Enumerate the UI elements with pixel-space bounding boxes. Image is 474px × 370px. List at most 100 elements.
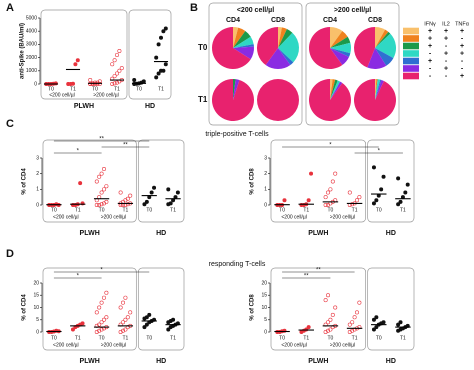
data-point bbox=[163, 62, 168, 67]
legend-sign: - bbox=[445, 58, 448, 65]
column-label: CD8 bbox=[368, 17, 382, 24]
column-label: CD8 bbox=[271, 17, 285, 24]
data-point bbox=[132, 78, 137, 83]
group-frame bbox=[367, 139, 415, 223]
group-label: HD bbox=[145, 103, 155, 110]
legend-sign: - bbox=[429, 73, 432, 80]
data-point bbox=[371, 327, 376, 332]
x-tick-label: T1 bbox=[170, 207, 176, 213]
x-tick-label: T1 bbox=[303, 207, 309, 213]
data-point bbox=[398, 199, 403, 204]
y-axis-label: % of CD4 bbox=[22, 294, 28, 321]
legend-sign: + bbox=[460, 73, 464, 80]
subgroup-label: >200 cell/µl bbox=[101, 214, 127, 220]
data-point bbox=[323, 329, 328, 334]
data-point bbox=[175, 190, 180, 195]
y-tick-label: 1 bbox=[36, 187, 39, 193]
row-label: T0 bbox=[198, 43, 208, 52]
data-point bbox=[142, 202, 147, 207]
y-tick-label: 3000 bbox=[26, 42, 37, 48]
y-tick-label: 0 bbox=[264, 202, 267, 208]
data-point bbox=[350, 320, 355, 325]
group-label: HD bbox=[156, 358, 166, 365]
data-point bbox=[123, 317, 128, 322]
legend-swatch bbox=[403, 50, 419, 57]
x-tick-label: T1 bbox=[400, 335, 406, 341]
data-point bbox=[104, 184, 109, 189]
subgroup-label: <200 cell/µl bbox=[49, 92, 75, 98]
data-point bbox=[350, 202, 355, 207]
group-label: PLWH bbox=[80, 230, 100, 237]
data-point bbox=[347, 322, 352, 327]
x-tick-label: T1 bbox=[70, 86, 76, 92]
group-label: PLWH bbox=[308, 230, 328, 237]
x-tick-label: T0 bbox=[376, 335, 382, 341]
data-point bbox=[71, 81, 76, 86]
x-tick-label: T0 bbox=[146, 335, 152, 341]
legend-sign: + bbox=[444, 28, 448, 35]
pie-slice bbox=[375, 79, 377, 100]
data-point bbox=[371, 165, 376, 170]
pie-slice bbox=[330, 79, 336, 100]
significance-label: * bbox=[77, 149, 80, 155]
pie-slice bbox=[375, 27, 386, 48]
data-point bbox=[121, 300, 126, 305]
data-point bbox=[330, 312, 335, 317]
x-tick-label: T1 bbox=[400, 207, 406, 213]
data-point bbox=[80, 321, 85, 326]
column-label: CD4 bbox=[226, 17, 240, 24]
y-axis-label: % of CD8 bbox=[250, 168, 256, 195]
group-label: PLWH bbox=[308, 358, 328, 365]
data-point bbox=[161, 29, 166, 34]
subgroup-label: <200 cell/µl bbox=[53, 214, 79, 220]
data-point bbox=[121, 320, 126, 325]
data-point bbox=[99, 171, 104, 176]
pie-slice bbox=[211, 27, 251, 69]
data-point bbox=[94, 203, 99, 208]
data-point bbox=[147, 312, 152, 317]
data-point bbox=[323, 195, 328, 200]
data-point bbox=[347, 190, 352, 195]
data-point bbox=[405, 182, 410, 187]
data-point bbox=[128, 310, 133, 315]
section-title: triple-positive T-cells bbox=[205, 131, 269, 138]
group-label: HD bbox=[386, 358, 396, 365]
significance-label: ** bbox=[123, 143, 128, 149]
data-point bbox=[73, 62, 78, 67]
data-point bbox=[144, 315, 149, 320]
y-tick-label: 1000 bbox=[26, 68, 37, 74]
data-point bbox=[306, 198, 311, 203]
x-tick-label: T0 bbox=[99, 335, 105, 341]
pie-slice bbox=[257, 27, 278, 65]
y-tick-label: 5 bbox=[36, 317, 39, 323]
data-point bbox=[306, 325, 311, 330]
pie-slice bbox=[353, 27, 375, 68]
data-point bbox=[309, 171, 314, 176]
significance-label: * bbox=[378, 149, 381, 155]
legend-sign: - bbox=[445, 43, 448, 50]
group-frame bbox=[270, 139, 367, 223]
data-point bbox=[374, 198, 379, 203]
data-point bbox=[396, 176, 401, 181]
legend-sign: + bbox=[460, 50, 464, 57]
legend-sign: + bbox=[460, 28, 464, 35]
significance-label: ** bbox=[304, 274, 309, 280]
pie-slice bbox=[233, 36, 254, 48]
pie-slice bbox=[375, 48, 394, 66]
x-tick-label: T0 bbox=[279, 335, 285, 341]
data-point bbox=[101, 187, 106, 192]
data-point bbox=[168, 201, 173, 206]
legend-sign: + bbox=[444, 50, 448, 57]
x-tick-label: T1 bbox=[122, 207, 128, 213]
column-group-label: <200 cell/µl bbox=[237, 7, 274, 14]
legend-sign: + bbox=[428, 58, 432, 65]
group-frame bbox=[208, 2, 303, 126]
legend-swatch bbox=[403, 72, 419, 80]
data-point bbox=[403, 190, 408, 195]
section-title: responding T-cells bbox=[209, 261, 266, 268]
data-point bbox=[94, 329, 99, 334]
data-point bbox=[142, 325, 147, 330]
legend-sign: - bbox=[429, 50, 432, 57]
data-point bbox=[93, 80, 98, 85]
subgroup-label: >200 cell/µl bbox=[101, 342, 127, 348]
